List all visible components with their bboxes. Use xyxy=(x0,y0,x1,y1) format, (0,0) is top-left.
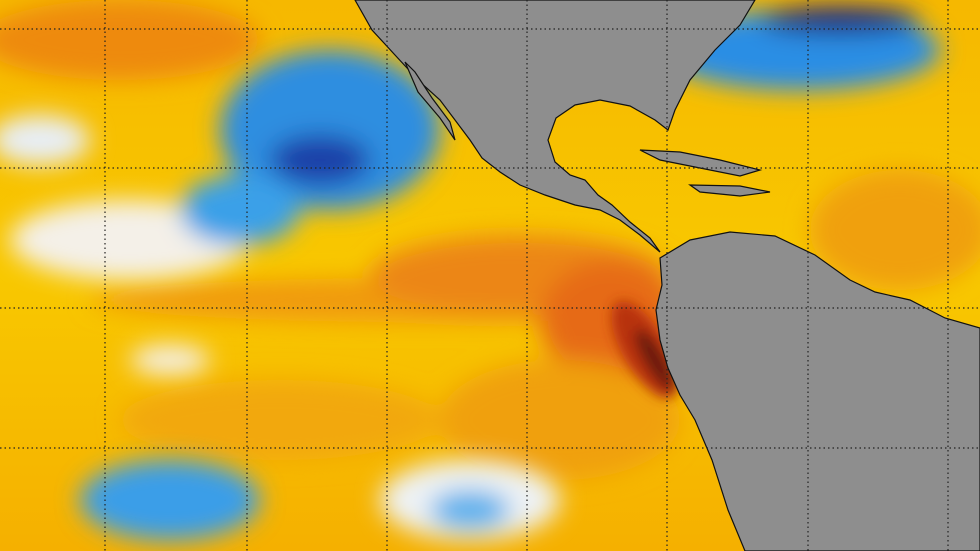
neutral-patch xyxy=(0,115,90,165)
cool-anomalies xyxy=(0,6,940,540)
hot-patch xyxy=(635,329,675,391)
cool-patch xyxy=(180,175,300,245)
cuba xyxy=(639,149,763,177)
warm-patch xyxy=(440,360,680,480)
warm-patch xyxy=(0,0,260,80)
landmasses xyxy=(354,0,980,551)
hispaniola xyxy=(688,184,771,197)
warm-patch xyxy=(810,170,980,290)
cool-patch xyxy=(80,460,260,540)
cold-patch xyxy=(270,135,370,185)
north-central-america xyxy=(354,0,756,253)
cool-patch xyxy=(430,490,510,530)
neutral-patch xyxy=(130,345,210,375)
cold-patch xyxy=(760,6,920,34)
baja-california xyxy=(404,61,456,141)
warm-patch xyxy=(120,380,440,460)
south-america xyxy=(655,231,980,551)
coastal-hotspot xyxy=(611,301,679,399)
warm-anomalies xyxy=(0,0,980,480)
